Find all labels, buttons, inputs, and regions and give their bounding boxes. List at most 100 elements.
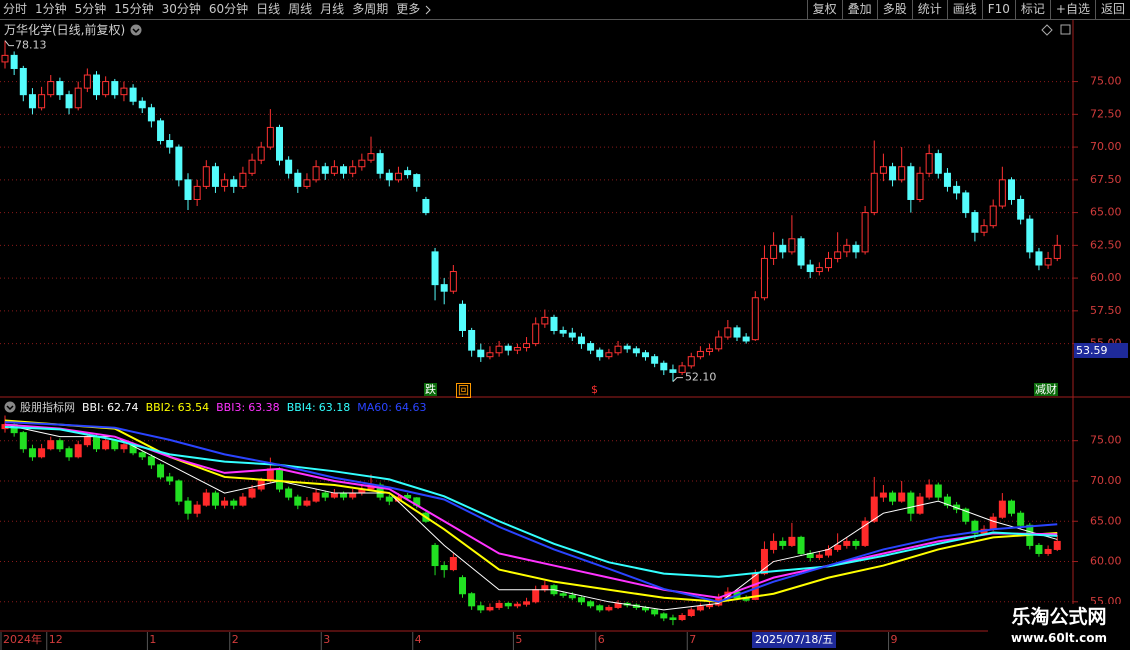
candle-body: [276, 468, 283, 490]
period-tab[interactable]: 日线: [256, 2, 281, 16]
x-tick-label: 2: [232, 633, 239, 646]
candle-body: [605, 606, 613, 611]
panel-icon[interactable]: [1060, 24, 1071, 35]
candle-body: [413, 174, 421, 187]
indicator-line: [4, 419, 1058, 603]
candle-body: [980, 225, 988, 233]
legend-value: 63.38: [248, 400, 280, 414]
y-tick-label: 67.50: [1090, 173, 1122, 186]
y-tick-label: 65.00: [1090, 514, 1122, 527]
candle-body: [971, 520, 979, 534]
candle-body: [459, 577, 466, 595]
legend-name: BBI4: [286, 400, 313, 414]
y-tick-label: 57.50: [1090, 304, 1122, 317]
candle-body: [394, 172, 402, 181]
candle-body: [147, 107, 155, 122]
candle-body: [925, 153, 933, 174]
candle-body: [587, 601, 595, 607]
legend-name: BBI3: [216, 400, 242, 414]
x-tick-label: 1: [149, 633, 156, 646]
candle-body: [56, 440, 64, 450]
more-chevron[interactable]: [424, 5, 432, 15]
tool-button[interactable]: 复权: [806, 0, 842, 19]
candle-body: [797, 238, 805, 266]
watermark-url: www.60lt.com: [1010, 631, 1108, 645]
candle-body: [193, 504, 201, 514]
candle-body: [1017, 198, 1025, 220]
candle-body: [193, 185, 201, 200]
period-tab[interactable]: 30分钟: [161, 2, 201, 16]
x-tick-label: 7: [689, 633, 696, 646]
period-tab[interactable]: 多周期: [352, 2, 389, 16]
candle-body: [779, 540, 787, 546]
candle-body: [367, 153, 375, 161]
candle-body: [120, 444, 128, 450]
x-tick-label: 9: [891, 633, 898, 646]
candle-body: [577, 597, 585, 603]
candle-body: [440, 565, 448, 571]
tool-button[interactable]: 叠加: [841, 0, 877, 19]
candle-body: [38, 94, 46, 109]
candle-body: [440, 284, 448, 292]
candle-body: [623, 345, 631, 350]
period-tab[interactable]: 5分钟: [74, 2, 107, 16]
candle-body: [1053, 540, 1061, 550]
candle-body: [632, 348, 640, 354]
candle-body: [513, 603, 521, 607]
candle-body: [230, 500, 238, 506]
candle-body: [596, 349, 604, 358]
candle-body: [541, 585, 549, 591]
candle-body: [696, 350, 704, 358]
candle-body: [257, 146, 265, 161]
period-tab[interactable]: 15分钟: [114, 2, 154, 16]
y-tick-label: 75.00: [1090, 434, 1122, 447]
candle-body: [312, 492, 320, 502]
candle-body: [751, 297, 759, 341]
candle-body: [834, 544, 842, 550]
candle-body: [285, 488, 293, 498]
candle-body: [330, 492, 338, 498]
candle-body: [943, 172, 951, 187]
candle-body: [852, 244, 860, 253]
legend-entry: BBI3: 63.38: [216, 401, 280, 414]
tool-button[interactable]: +自选: [1049, 0, 1095, 19]
period-tab[interactable]: 更多: [396, 2, 421, 16]
period-tab[interactable]: 周线: [288, 2, 313, 16]
candle-body: [157, 120, 165, 142]
period-tab[interactable]: 月线: [320, 2, 345, 16]
tool-button[interactable]: 画线: [946, 0, 982, 19]
candle-body: [303, 179, 311, 187]
tool-button[interactable]: 标记: [1014, 0, 1050, 19]
tool-button[interactable]: 返回: [1094, 0, 1130, 19]
candle-body: [696, 606, 704, 611]
period-tab[interactable]: 60分钟: [208, 2, 249, 16]
candle-body: [422, 198, 430, 214]
dropdown-icon[interactable]: [4, 401, 16, 413]
candle-body: [330, 166, 338, 174]
tool-button[interactable]: F10: [981, 0, 1015, 19]
toolbar: 分时 1分钟 5分钟 15分钟 30分钟 60分钟 日线 周线 月线 多周期 更多 复权 叠加 多股 统计…: [0, 0, 1130, 20]
tool-button[interactable]: 统计: [911, 0, 947, 19]
candle-body: [294, 172, 302, 187]
candle-body: [321, 492, 329, 498]
candle-body: [660, 613, 668, 619]
panel-icon[interactable]: [1041, 24, 1053, 36]
period-tab[interactable]: 1分钟: [35, 2, 67, 16]
indicator-line: [4, 423, 1058, 599]
candle-body: [614, 602, 622, 608]
candle-body: [477, 349, 485, 358]
candle-body: [83, 436, 91, 446]
candle-body: [614, 345, 622, 354]
candle-body: [861, 212, 869, 253]
candle-body: [504, 602, 512, 607]
candle-body: [669, 617, 677, 621]
candle-body: [971, 212, 979, 233]
indicator-title: 股朋指标网: [20, 401, 75, 414]
candle-body: [852, 540, 860, 546]
candle-body: [239, 172, 247, 187]
period-tab[interactable]: 分时: [3, 2, 28, 16]
tool-button[interactable]: 多股: [876, 0, 912, 19]
dropdown-icon[interactable]: [130, 24, 142, 36]
legend-entry: BBI2: 63.54: [146, 401, 210, 414]
